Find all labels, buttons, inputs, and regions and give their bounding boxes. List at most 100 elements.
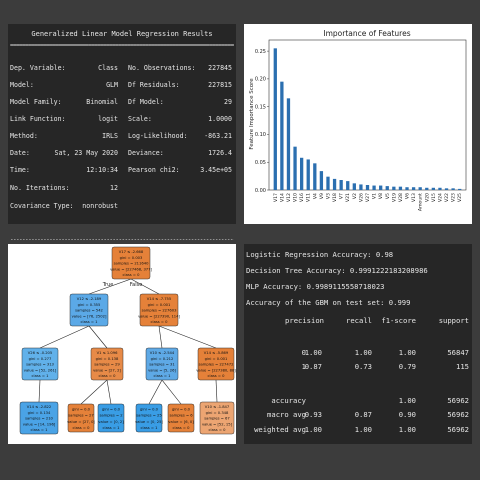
tree-node-box <box>67 403 95 433</box>
tree-node-text: class = 1 <box>81 320 98 324</box>
tree-node-text: gini = 0.0 <box>102 408 121 412</box>
bar <box>339 180 343 190</box>
tree-node: V10 ≤ -2.544 gini = 0.212 samples = 31valu… <box>145 347 179 381</box>
tree-node-text: samples = 227472 <box>199 363 234 367</box>
tree-node-text: class = 1 <box>141 426 158 430</box>
bar <box>299 157 304 190</box>
row-label: macro avg <box>267 410 306 419</box>
glm-key: Method: <box>10 132 38 140</box>
bar <box>418 187 422 190</box>
bar <box>451 188 455 190</box>
tree-node-box <box>199 401 235 435</box>
cell-support: 56962 <box>447 410 469 419</box>
row-label: 1 <box>301 362 306 371</box>
tree-node-text: class = 0 <box>173 426 191 430</box>
glm-key: Model Family: <box>10 98 62 106</box>
x-tick-label: V21 <box>345 193 351 202</box>
x-axis: V17 V14 V12 V10 V16 V11 V4 V9 V3 V18 V7 V21 V2 V26 V27… <box>273 193 463 211</box>
glm-key: Deviance: <box>128 149 164 157</box>
tree-node-text: value = [227390, 114] <box>138 314 180 318</box>
x-tick-label: V14 <box>279 193 285 202</box>
x-tick-label: V3 <box>325 193 331 199</box>
tree-node-text: class = 0 <box>73 426 91 430</box>
bar <box>293 146 297 190</box>
bar <box>438 187 442 190</box>
tree-node-text: gini = 0.134 <box>28 411 51 415</box>
tree-node-text: V10 ≤ -1.847 <box>205 405 230 409</box>
glm-row: Model: GLM Df Residuals: 227815 <box>10 81 234 93</box>
y-tick-label: 0.15 <box>255 104 266 110</box>
x-tick-label: V24 <box>437 193 443 202</box>
x-tick-label: V16 <box>299 193 305 202</box>
tree-node-text: value = [27, 2] <box>93 368 121 372</box>
x-tick-label: V19 <box>391 193 397 202</box>
tree-node-text: V17 ≤ -2.668 <box>119 250 144 254</box>
bar <box>398 186 403 190</box>
tree-node-text: samples = 67 <box>204 417 230 421</box>
glm-row: Link Function: logit Scale: 1.0000 <box>10 115 234 127</box>
tree-node-text: class = 1 <box>32 374 49 378</box>
bar <box>458 188 462 190</box>
feature-importance-chart: Importance of Features Feature Importanc… <box>244 24 472 224</box>
row-label: weighted avg <box>254 425 306 434</box>
bar <box>444 188 449 190</box>
tree-node-box <box>90 347 124 381</box>
tree-node-text: gini = 0.212 <box>151 357 174 361</box>
tree-node: gini = 0.0 samples = 27 value = [27, 0] cla… <box>67 403 95 433</box>
glm-row: Model Family: Binomial Df Model: 29 <box>10 98 234 110</box>
tree-node-text: value = [227380, 88] <box>196 368 236 372</box>
cell-precision: 1.00 <box>304 425 322 434</box>
tree-node: V1 ≤ 1.096 gini = 0.138 samples = 29value … <box>90 347 124 381</box>
bar <box>326 176 330 190</box>
bar <box>411 187 416 190</box>
glm-row: Dep. Variable: Class No. Observations: 2278… <box>10 64 234 76</box>
tree-node-text: value = [52, 261] <box>24 368 57 372</box>
bar <box>385 186 389 190</box>
x-tick-label: V27 <box>365 193 371 202</box>
header-support: support <box>438 316 469 325</box>
tree-node-text: gini = 0.0 <box>72 408 91 412</box>
tree-node-text: value = [76, 2502] <box>72 314 107 318</box>
tree-node-box <box>69 293 109 327</box>
tree-node-text: gini = 0.001 <box>205 357 228 361</box>
bar <box>286 98 291 190</box>
x-tick-label: V11 <box>306 193 312 202</box>
tree-node-text: gini = 0.138 <box>96 357 119 361</box>
glm-value: 227815 <box>208 81 232 89</box>
decision-tree-diagram: True False V17 ≤ -2.668 gini = 0.003 sampl… <box>8 244 236 444</box>
tree-edge <box>88 325 108 349</box>
tree-node: V17 ≤ -2.668 gini = 0.003 samples = 211640… <box>110 246 152 280</box>
chart-ylabel: Feature Importance Score <box>249 78 255 150</box>
tree-node-text: samples = 27 <box>68 414 94 418</box>
tree-node-text: gini = 0.348 <box>206 411 229 415</box>
cell-recall: 0.87 <box>354 410 372 419</box>
tree-node-text: gini = 0.003 <box>120 256 143 260</box>
tree-node-text: V26 ≤ -0.205 <box>28 351 53 355</box>
tree-node-text: class = 0 <box>208 374 226 378</box>
x-tick-label: V15 <box>431 193 437 202</box>
y-axis: 0.00 0.05 0.10 0.15 0.20 0.25 <box>255 49 269 194</box>
tree-node-text: samples = 211640 <box>114 262 149 266</box>
glm-row: Date: Sat, 23 May 2020 Deviance: 1726.4 <box>10 149 234 161</box>
tree-node: V26 ≤ -0.205 gini = 0.277 samples = 313val… <box>21 347 59 381</box>
bar <box>346 181 350 190</box>
tree-node-text: V12 ≤ -2.189 <box>77 297 102 301</box>
glm-key: No. Observations: <box>128 64 196 72</box>
tree-edge <box>161 379 182 405</box>
tree-node-text: samples = 29 <box>94 363 120 367</box>
tree-node-text: class = 1 <box>31 428 48 432</box>
bar <box>319 171 324 190</box>
glm-value: GLM <box>106 81 118 89</box>
x-tick-label: V22 <box>444 193 450 202</box>
tree-node-box <box>145 347 179 381</box>
glm-key: Link Function: <box>10 115 66 123</box>
x-tick-label: V23 <box>451 193 457 202</box>
acc-line-gbm: Accuracy of the GBM on test set: 0.999 <box>246 298 411 307</box>
cell-recall: 0.73 <box>354 362 372 371</box>
tree-node-text: V14 ≤ -2.822 <box>27 405 52 409</box>
cell-support: 56847 <box>447 348 469 357</box>
accuracy-report-panel: Logistic Regression Accuracy: 0.98 Decis… <box>244 244 472 444</box>
y-tick-label: 0.25 <box>255 49 266 55</box>
glm-row: No. Iterations: 12 <box>10 184 234 196</box>
tree-node-box <box>139 293 179 327</box>
